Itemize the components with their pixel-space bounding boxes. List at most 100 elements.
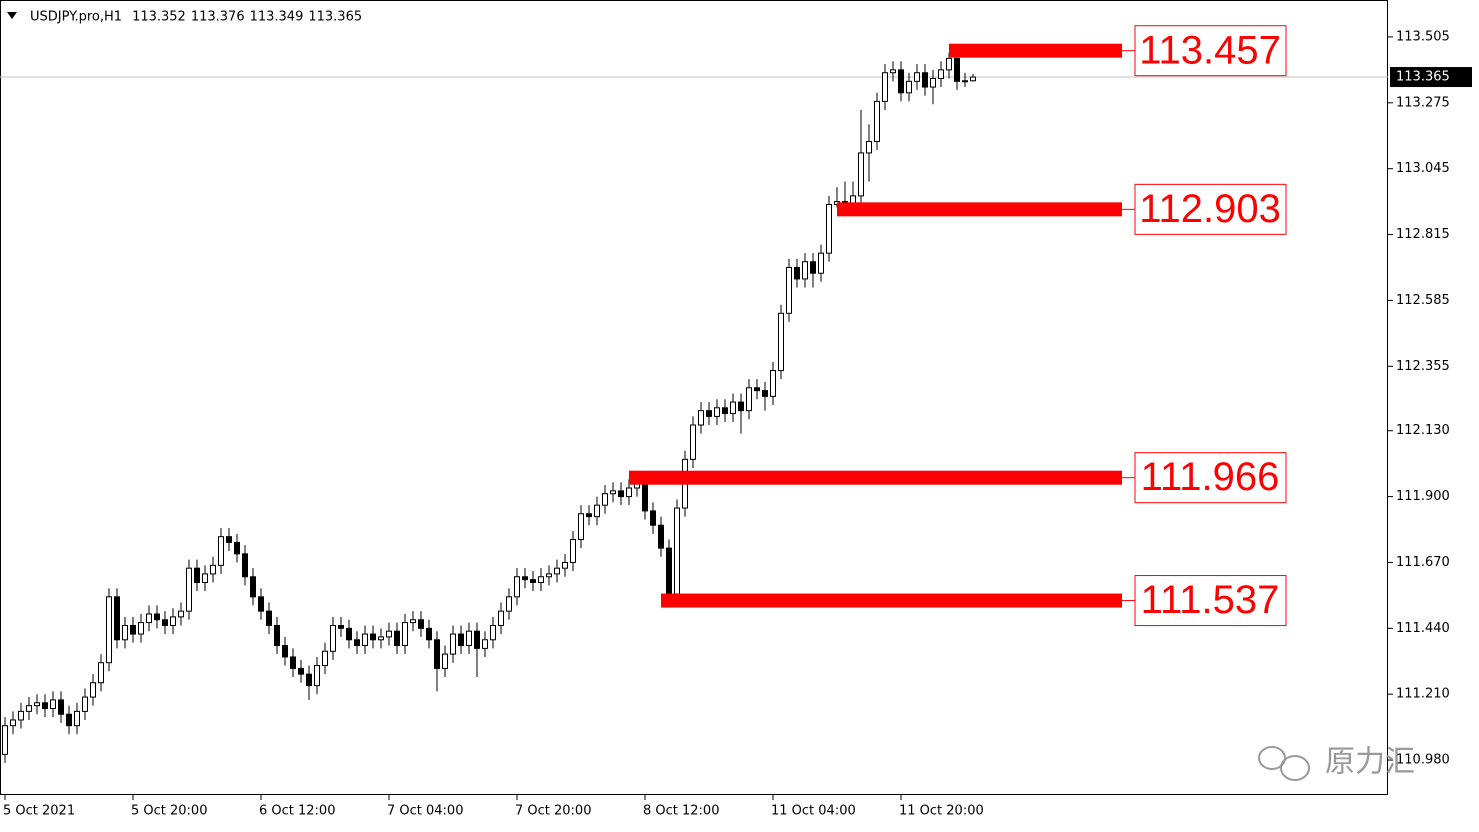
candle-body xyxy=(586,513,592,518)
y-tick-label: 113.505 xyxy=(1396,29,1450,44)
candle-body xyxy=(394,630,400,647)
menu-arrow[interactable] xyxy=(7,12,17,19)
candle-body xyxy=(322,650,328,667)
price-label: 113.365 xyxy=(1396,70,1450,85)
candle-body xyxy=(506,596,512,612)
y-tick-label: 111.440 xyxy=(1396,621,1450,636)
candle-body xyxy=(618,490,624,498)
plot-frame xyxy=(0,0,1388,795)
candle-body xyxy=(90,682,96,698)
candle-body xyxy=(234,541,240,555)
candle-body xyxy=(298,667,304,675)
level-label-box xyxy=(1134,25,1287,77)
candle-body xyxy=(578,513,584,541)
candle-body xyxy=(818,252,824,274)
x-tick-label: 8 Oct 12:00 xyxy=(643,804,719,819)
candle-body xyxy=(194,567,200,584)
candle-body xyxy=(154,613,160,621)
candle-body xyxy=(122,624,128,641)
candle-body xyxy=(898,69,904,94)
candle-body xyxy=(946,57,952,71)
level-label: 111.537 xyxy=(1141,578,1280,622)
candle-body xyxy=(202,573,208,584)
candle-body xyxy=(258,596,264,612)
x-tick-label: 11 Oct 04:00 xyxy=(771,804,856,819)
level-bar xyxy=(629,470,1122,485)
candle-body xyxy=(410,619,416,624)
header-high: 113.376 xyxy=(191,10,245,25)
candle-body xyxy=(650,510,656,526)
x-tick-label: 11 Oct 20:00 xyxy=(899,804,984,819)
candle-body xyxy=(802,261,808,280)
candle-body xyxy=(42,702,48,710)
candle-body xyxy=(914,72,920,82)
candle-body xyxy=(786,266,792,314)
candle-body xyxy=(106,596,112,664)
candle-body xyxy=(162,619,168,626)
candle-body xyxy=(98,662,104,684)
candle-body xyxy=(426,627,432,641)
candle-body xyxy=(626,487,632,498)
candle-body xyxy=(890,69,896,74)
y-tick-label: 112.585 xyxy=(1396,293,1450,308)
candle-body xyxy=(698,410,704,426)
candle-body xyxy=(418,619,424,629)
candle-body xyxy=(210,564,216,575)
candle-body xyxy=(330,624,336,652)
candle-body xyxy=(938,69,944,79)
candle-body xyxy=(346,627,352,641)
candle-body xyxy=(178,610,184,618)
candle-body xyxy=(554,567,560,575)
candle-body xyxy=(354,639,360,647)
candle-body xyxy=(274,624,280,647)
candle-body xyxy=(170,616,176,626)
candle-body xyxy=(50,699,56,710)
header-low: 113.349 xyxy=(250,10,304,25)
candle-body xyxy=(954,57,960,82)
level-bar xyxy=(661,593,1122,608)
candle-body xyxy=(810,261,816,274)
candle-body xyxy=(570,539,576,563)
candle-body xyxy=(746,387,752,412)
candle-body xyxy=(26,705,32,712)
candle-body xyxy=(474,630,480,649)
y-tick-label: 112.130 xyxy=(1396,423,1450,438)
x-tick-label: 7 Oct 20:00 xyxy=(515,804,591,819)
y-tick-label: 111.670 xyxy=(1396,555,1450,570)
candle-body xyxy=(466,630,472,647)
candle-body xyxy=(34,702,40,707)
y-tick-label: 112.355 xyxy=(1396,359,1450,374)
candle-body xyxy=(10,719,16,727)
candle-body xyxy=(386,630,392,638)
candle-body xyxy=(594,504,600,518)
candle-body xyxy=(858,152,864,197)
candle-body xyxy=(362,633,368,647)
candle-body xyxy=(66,713,72,727)
candle-body xyxy=(250,576,256,598)
y-tick-label: 113.045 xyxy=(1396,161,1450,176)
candle-body xyxy=(442,653,448,669)
candle-body xyxy=(754,387,760,392)
level-bar xyxy=(837,202,1122,217)
candle-body xyxy=(242,553,248,578)
candle-body xyxy=(546,573,552,578)
candle-body xyxy=(874,100,880,142)
candle-body xyxy=(666,547,672,595)
level-bar xyxy=(949,43,1122,58)
header-open: 113.352 xyxy=(132,10,186,25)
level-label-box xyxy=(1134,183,1287,235)
watermark: 原力汇 xyxy=(1325,745,1415,780)
candle-body xyxy=(706,410,712,417)
candle-body xyxy=(882,72,888,102)
candle-body xyxy=(226,536,232,543)
candle-body xyxy=(498,610,504,626)
candle-body xyxy=(730,401,736,415)
candle-body xyxy=(482,639,488,649)
level-label-box xyxy=(1134,575,1287,627)
candle-body xyxy=(562,561,568,569)
candle-body xyxy=(602,493,608,506)
candle-body xyxy=(538,576,544,584)
candle-body xyxy=(314,665,320,687)
